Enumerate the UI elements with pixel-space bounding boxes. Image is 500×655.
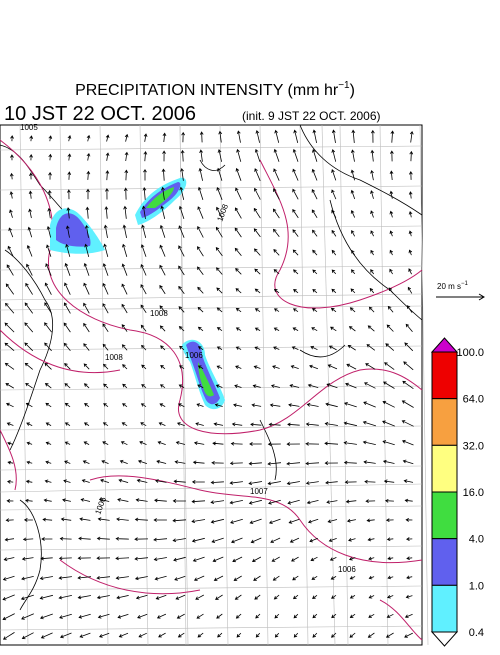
isobar-label: 1008 bbox=[150, 309, 168, 318]
colorbar-cap bbox=[430, 337, 459, 353]
grid-line bbox=[0, 545, 423, 551]
colorbar-segment bbox=[431, 584, 458, 633]
isobar-label: 1006 bbox=[338, 565, 356, 574]
precip-area bbox=[146, 187, 174, 208]
grid-line bbox=[379, 124, 389, 646]
grid-line bbox=[0, 305, 423, 311]
grid-line bbox=[0, 265, 423, 271]
map: 1005 1008 1008 1008 1006 1007 1006 1006 bbox=[0, 123, 429, 646]
grid-line bbox=[339, 124, 349, 646]
precip-area bbox=[56, 213, 91, 247]
wind-vectors bbox=[2, 129, 414, 640]
grid-line bbox=[0, 483, 423, 493]
colorbar-cap bbox=[430, 631, 459, 647]
reference-vector-text: 20 m s bbox=[437, 282, 461, 291]
reference-vector bbox=[436, 293, 485, 301]
colorbar-segment bbox=[431, 491, 458, 540]
colorbar-label: 64.0 bbox=[463, 394, 484, 406]
precip-area bbox=[198, 362, 214, 397]
grid-line bbox=[0, 505, 423, 511]
colorbar-segment bbox=[431, 351, 458, 400]
title-text: PRECIPITATION INTENSITY (mm hr bbox=[75, 82, 339, 99]
colorbar-label: 4.0 bbox=[469, 534, 484, 546]
colorbar-label: 16.0 bbox=[463, 487, 484, 499]
isobars bbox=[0, 139, 423, 641]
grid-line bbox=[0, 345, 423, 351]
colorbar-label: 100.0 bbox=[456, 347, 484, 359]
colorbar-label: 0.4 bbox=[469, 627, 484, 639]
title-superscript: −1 bbox=[338, 80, 350, 91]
init-time: (init. 9 JST 22 OCT. 2006) bbox=[242, 109, 381, 123]
isobar-label: 1006 bbox=[185, 351, 203, 360]
isobar-label: 1005 bbox=[20, 123, 38, 132]
isobar-label: 1007 bbox=[250, 487, 268, 496]
title-close: ) bbox=[350, 82, 355, 99]
reference-vector-label: 20 m s−1 bbox=[437, 281, 469, 291]
grid-line bbox=[0, 293, 423, 301]
grid-line bbox=[0, 185, 423, 191]
grid-line bbox=[299, 124, 309, 646]
grid-line bbox=[0, 425, 423, 431]
grid-line bbox=[179, 124, 187, 646]
grid-line bbox=[219, 124, 229, 646]
grid-line bbox=[0, 585, 423, 591]
colorbar-segment bbox=[431, 444, 458, 493]
colorbar-segment bbox=[431, 538, 458, 586]
grid-line bbox=[259, 124, 269, 646]
grid-line bbox=[419, 124, 429, 646]
colorbar-label: 32.0 bbox=[463, 440, 484, 452]
coastline bbox=[0, 124, 423, 611]
grid-line bbox=[0, 625, 423, 631]
grid-line bbox=[0, 145, 423, 151]
colorbar: 100.0 64.0 32.0 16.0 4.0 1.0 0.4 bbox=[430, 337, 484, 647]
title: PRECIPITATION INTENSITY (mm hr−1) bbox=[75, 80, 355, 99]
colorbar-label: 1.0 bbox=[469, 580, 484, 592]
grid-line bbox=[0, 465, 423, 471]
reference-vector-superscript: −1 bbox=[461, 281, 469, 287]
valid-time: 10 JST 22 OCT. 2006 bbox=[4, 103, 196, 125]
colorbar-segment bbox=[431, 398, 458, 446]
isobar-label: 1008 bbox=[105, 353, 123, 362]
